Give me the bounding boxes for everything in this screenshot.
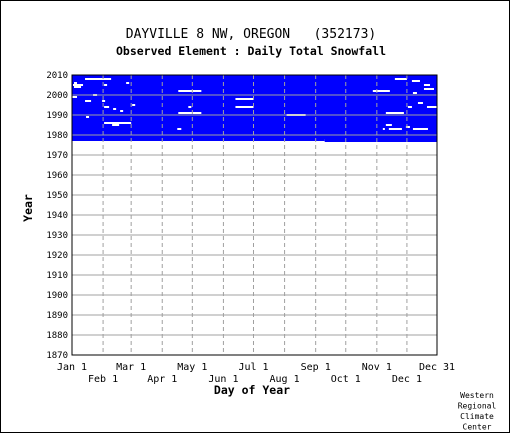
x-tick-label: May 1	[177, 362, 207, 373]
x-tick-label: Sep 1	[301, 362, 331, 373]
missing-data-gap	[178, 112, 202, 114]
x-tick-labels: Jan 1 Mar 1 May 1 Jul 1 Sep 1 Nov 1 Dec 31 Feb …	[57, 362, 455, 385]
y-tick-label: 1880	[46, 331, 68, 341]
y-tick-labels: 2010 2000 1990 1980 1970 1960 1950 1940 1930 1920…	[46, 71, 68, 361]
y-tick-label: 1900	[46, 291, 68, 301]
missing-data-gap	[85, 100, 92, 102]
missing-data-gap	[394, 78, 407, 80]
y-tick-label: 1960	[46, 171, 68, 181]
missing-data-gap	[72, 96, 78, 98]
missing-data-gap	[426, 106, 437, 108]
x-tick-label: Dec 1	[392, 374, 422, 385]
y-tick-label: 1920	[46, 251, 68, 261]
missing-data-gap	[188, 106, 192, 108]
y-tick-label: 1930	[46, 231, 68, 241]
credit-line: Regional	[458, 402, 497, 411]
y-tick-label: 1870	[46, 351, 68, 361]
x-tick-label: Nov 1	[362, 362, 392, 373]
missing-data-gap	[382, 128, 385, 130]
grid-layer	[72, 74, 437, 356]
x-tick-label: Jan 1	[57, 362, 87, 373]
missing-data-gap	[74, 86, 82, 88]
plot-border	[71, 74, 438, 356]
data-layer	[72, 75, 437, 142]
credit-line: Climate	[460, 412, 494, 421]
missing-data-gap	[104, 84, 108, 86]
missing-data-gap	[405, 126, 410, 128]
missing-data-gap	[104, 122, 132, 124]
y-axis-label: Year	[21, 194, 35, 222]
x-tick-label: Oct 1	[331, 374, 361, 385]
x-tick-label: Apr 1	[147, 374, 177, 385]
y-tick-label: 1910	[46, 271, 68, 281]
y-tick-label: 2010	[46, 71, 68, 81]
data-block-first-year	[72, 139, 325, 141]
x-tick-label: Mar 1	[116, 362, 146, 373]
x-tick-label: Dec 31	[419, 362, 455, 373]
missing-data-gap	[132, 104, 136, 106]
y-tick-label: 1950	[46, 191, 68, 201]
x-axis-label: Day of Year	[214, 383, 290, 397]
y-tick-label: 1970	[46, 151, 68, 161]
missing-data-gap	[102, 100, 106, 102]
missing-data-gap	[423, 88, 434, 90]
missing-data-gap	[73, 84, 84, 86]
missing-data-gap	[412, 128, 428, 130]
x-tick-label: Jul 1	[238, 362, 268, 373]
missing-data-gap	[86, 116, 90, 118]
credit-line: Center	[463, 423, 492, 432]
x-tick-label: Aug 1	[270, 374, 300, 385]
missing-data-gap	[74, 82, 78, 84]
chart-subtitle: Observed Element : Daily Total Snowfall	[116, 44, 386, 58]
missing-data-gap	[388, 128, 402, 130]
missing-data-gap	[112, 124, 120, 126]
missing-data-gap	[120, 110, 124, 112]
chart-title: DAYVILLE 8 NW, OREGON (352173)	[126, 27, 376, 42]
x-tick-label: Feb 1	[88, 374, 118, 385]
missing-data-gap	[417, 102, 423, 104]
y-tick-label: 1890	[46, 311, 68, 321]
missing-data-gap	[104, 106, 110, 108]
missing-data-gap	[385, 112, 404, 114]
missing-data-gap	[113, 108, 117, 110]
missing-data-gap	[235, 106, 254, 108]
y-tick-label: 1940	[46, 211, 68, 221]
missing-data-gap	[411, 80, 420, 82]
missing-data-gap	[423, 84, 430, 86]
y-tick-label: 1980	[46, 131, 68, 141]
missing-data-gap	[178, 90, 202, 92]
missing-data-gap	[177, 128, 182, 130]
missing-data-gap	[235, 98, 254, 100]
credit-line: Western	[460, 391, 494, 400]
missing-data-gap	[412, 92, 417, 94]
missing-data-gap	[407, 106, 412, 108]
data-block	[72, 75, 437, 139]
missing-data-gap	[372, 90, 390, 92]
data-block-first-year-late	[324, 139, 437, 142]
y-tick-label: 1990	[46, 111, 68, 121]
missing-data-gap	[385, 124, 392, 126]
missing-data-gap	[126, 82, 130, 84]
x-tick-label: Jun 1	[208, 374, 238, 385]
y-tick-label: 2000	[46, 91, 68, 101]
missing-data-gap	[85, 78, 112, 80]
